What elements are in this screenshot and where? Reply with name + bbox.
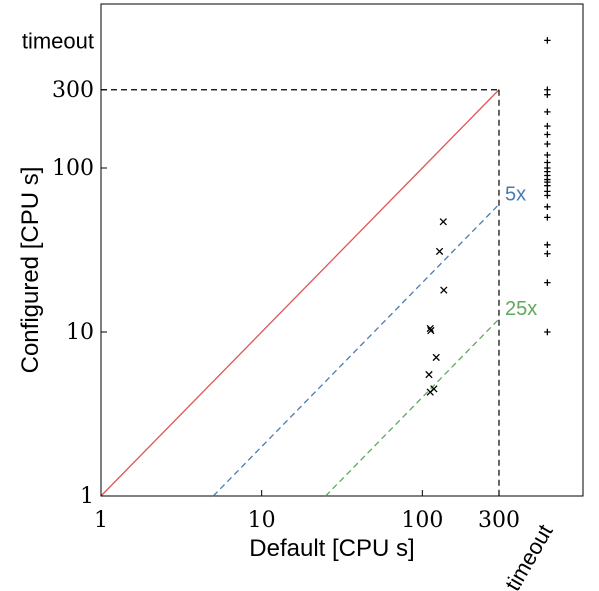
data-point-x bbox=[426, 324, 434, 333]
data-point-x bbox=[432, 353, 440, 362]
data-point-x bbox=[425, 370, 433, 379]
data-point-x bbox=[427, 326, 435, 335]
data-point-x bbox=[430, 385, 438, 393]
y-axis-label: Configured [CPU s] bbox=[17, 167, 44, 374]
data-point-x bbox=[440, 286, 448, 294]
x-tick-label: 100 bbox=[401, 508, 443, 533]
data-point-plus bbox=[544, 122, 551, 130]
data-point-plus bbox=[544, 241, 551, 249]
data-point-plus bbox=[544, 192, 551, 199]
reference-line-label: 5x bbox=[505, 183, 526, 205]
x-tick-label: 10 bbox=[248, 508, 276, 533]
reference-line-5x bbox=[212, 203, 500, 497]
x-axis-label: Default [CPU s] bbox=[249, 535, 414, 562]
plot-frame bbox=[100, 3, 584, 497]
y-tick-label: 1 bbox=[80, 484, 94, 509]
data-point-plus bbox=[544, 214, 551, 221]
data-point-plus bbox=[544, 151, 551, 159]
data-point-plus bbox=[544, 108, 551, 116]
data-point-plus bbox=[544, 37, 551, 44]
reference-line-25x bbox=[325, 318, 500, 497]
x-tick-label: 300 bbox=[478, 508, 520, 533]
reference-line-label: 25x bbox=[505, 298, 537, 320]
y-tick-label: 300 bbox=[52, 78, 94, 103]
data-point-x bbox=[435, 247, 444, 256]
data-point-plus bbox=[544, 279, 551, 286]
data-point-plus bbox=[544, 250, 551, 257]
data-point-plus bbox=[544, 140, 551, 148]
data-point-plus bbox=[544, 91, 551, 98]
data-point-x bbox=[439, 218, 447, 226]
data-point-plus bbox=[544, 203, 551, 210]
data-point-plus bbox=[544, 159, 551, 166]
data-point-plus bbox=[544, 131, 551, 138]
data-point-plus bbox=[544, 182, 551, 189]
reference-line-identity bbox=[100, 89, 500, 497]
data-point-plus bbox=[544, 328, 551, 336]
y-tick-label: 100 bbox=[52, 156, 94, 181]
y-timeout-label: timeout bbox=[22, 28, 94, 53]
y-tick-label: 10 bbox=[66, 320, 94, 345]
x-tick-label: 1 bbox=[94, 508, 108, 533]
